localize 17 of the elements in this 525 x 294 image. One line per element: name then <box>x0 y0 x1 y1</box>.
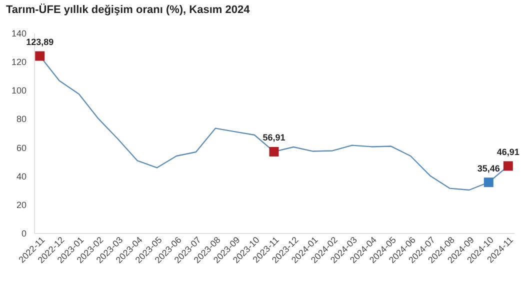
y-tick-label: 120 <box>11 57 26 68</box>
point <box>35 51 45 61</box>
y-tick-label: 20 <box>16 200 26 210</box>
y-tick-label: 40 <box>16 171 26 182</box>
y-tick-label: 80 <box>16 114 26 124</box>
data-label: 123,89 <box>26 37 54 48</box>
data-label: 35,46 <box>477 163 500 174</box>
point <box>484 178 494 188</box>
y-tick-label: 0 <box>21 228 26 238</box>
point <box>269 146 279 156</box>
y-tick-label: 60 <box>16 142 26 153</box>
chart-title: Tarım-ÜFE yıllık değişim oranı (%), Kasım 2024 <box>6 3 251 16</box>
data-label: 46,91 <box>496 146 520 157</box>
y-tick-label: 140 <box>11 28 26 38</box>
data-label: 56,91 <box>262 132 286 143</box>
y-tick-label: 100 <box>11 86 26 96</box>
point <box>503 161 513 171</box>
